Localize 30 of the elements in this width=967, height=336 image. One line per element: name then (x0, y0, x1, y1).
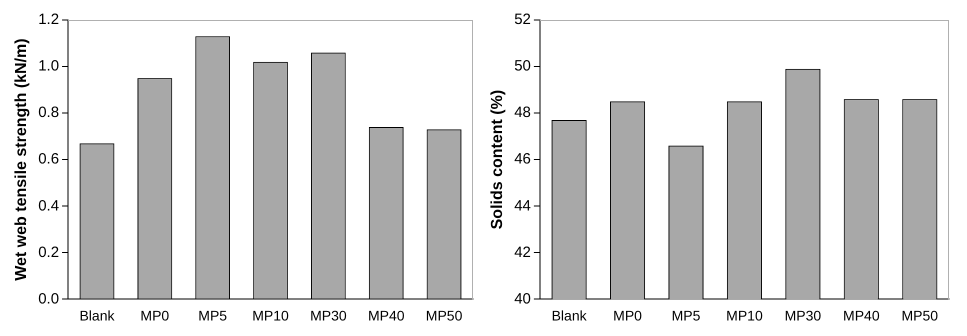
x-tick-label: MP0 (140, 307, 170, 324)
y-tick-label: 42 (514, 244, 531, 261)
y-tick-label: 0.6 (38, 150, 60, 168)
y-tick-label: 0.4 (38, 197, 60, 214)
y-tick-label: 40 (514, 290, 531, 308)
x-tick-label: MP10 (252, 307, 290, 324)
x-tick-label: MP5 (672, 307, 701, 324)
x-tick-label: MP30 (784, 307, 822, 324)
y-tick-label: 44 (514, 197, 531, 214)
x-tick-label: MP40 (843, 307, 880, 324)
x-tick-label: MP30 (310, 307, 347, 324)
y-axis-title: Wet web tensile strength (kN/m) (13, 38, 30, 281)
y-tick-label: 52 (514, 11, 531, 28)
y-tick-label: 0.8 (38, 104, 60, 122)
y-tick-label: 1.2 (38, 11, 60, 28)
x-tick-label: MP10 (726, 307, 763, 324)
x-tick-label: Blank (552, 307, 588, 324)
y-tick-label: 46 (514, 150, 531, 168)
x-tick-label: MP40 (368, 307, 405, 324)
x-tick-label: MP50 (426, 307, 463, 324)
y-axis-title: Solids content (%) (489, 90, 506, 230)
y-tick-label: 1.0 (38, 58, 60, 75)
x-tick-label: Blank (79, 307, 116, 324)
y-tick-label: 0.0 (38, 290, 60, 308)
y-tick-label: 50 (514, 58, 531, 75)
x-tick-label: MP5 (198, 307, 228, 324)
x-tick-label: MP0 (613, 307, 642, 324)
x-tick-label: MP50 (901, 307, 938, 324)
y-tick-label: 48 (514, 104, 531, 122)
y-tick-label: 0.2 (38, 244, 60, 261)
